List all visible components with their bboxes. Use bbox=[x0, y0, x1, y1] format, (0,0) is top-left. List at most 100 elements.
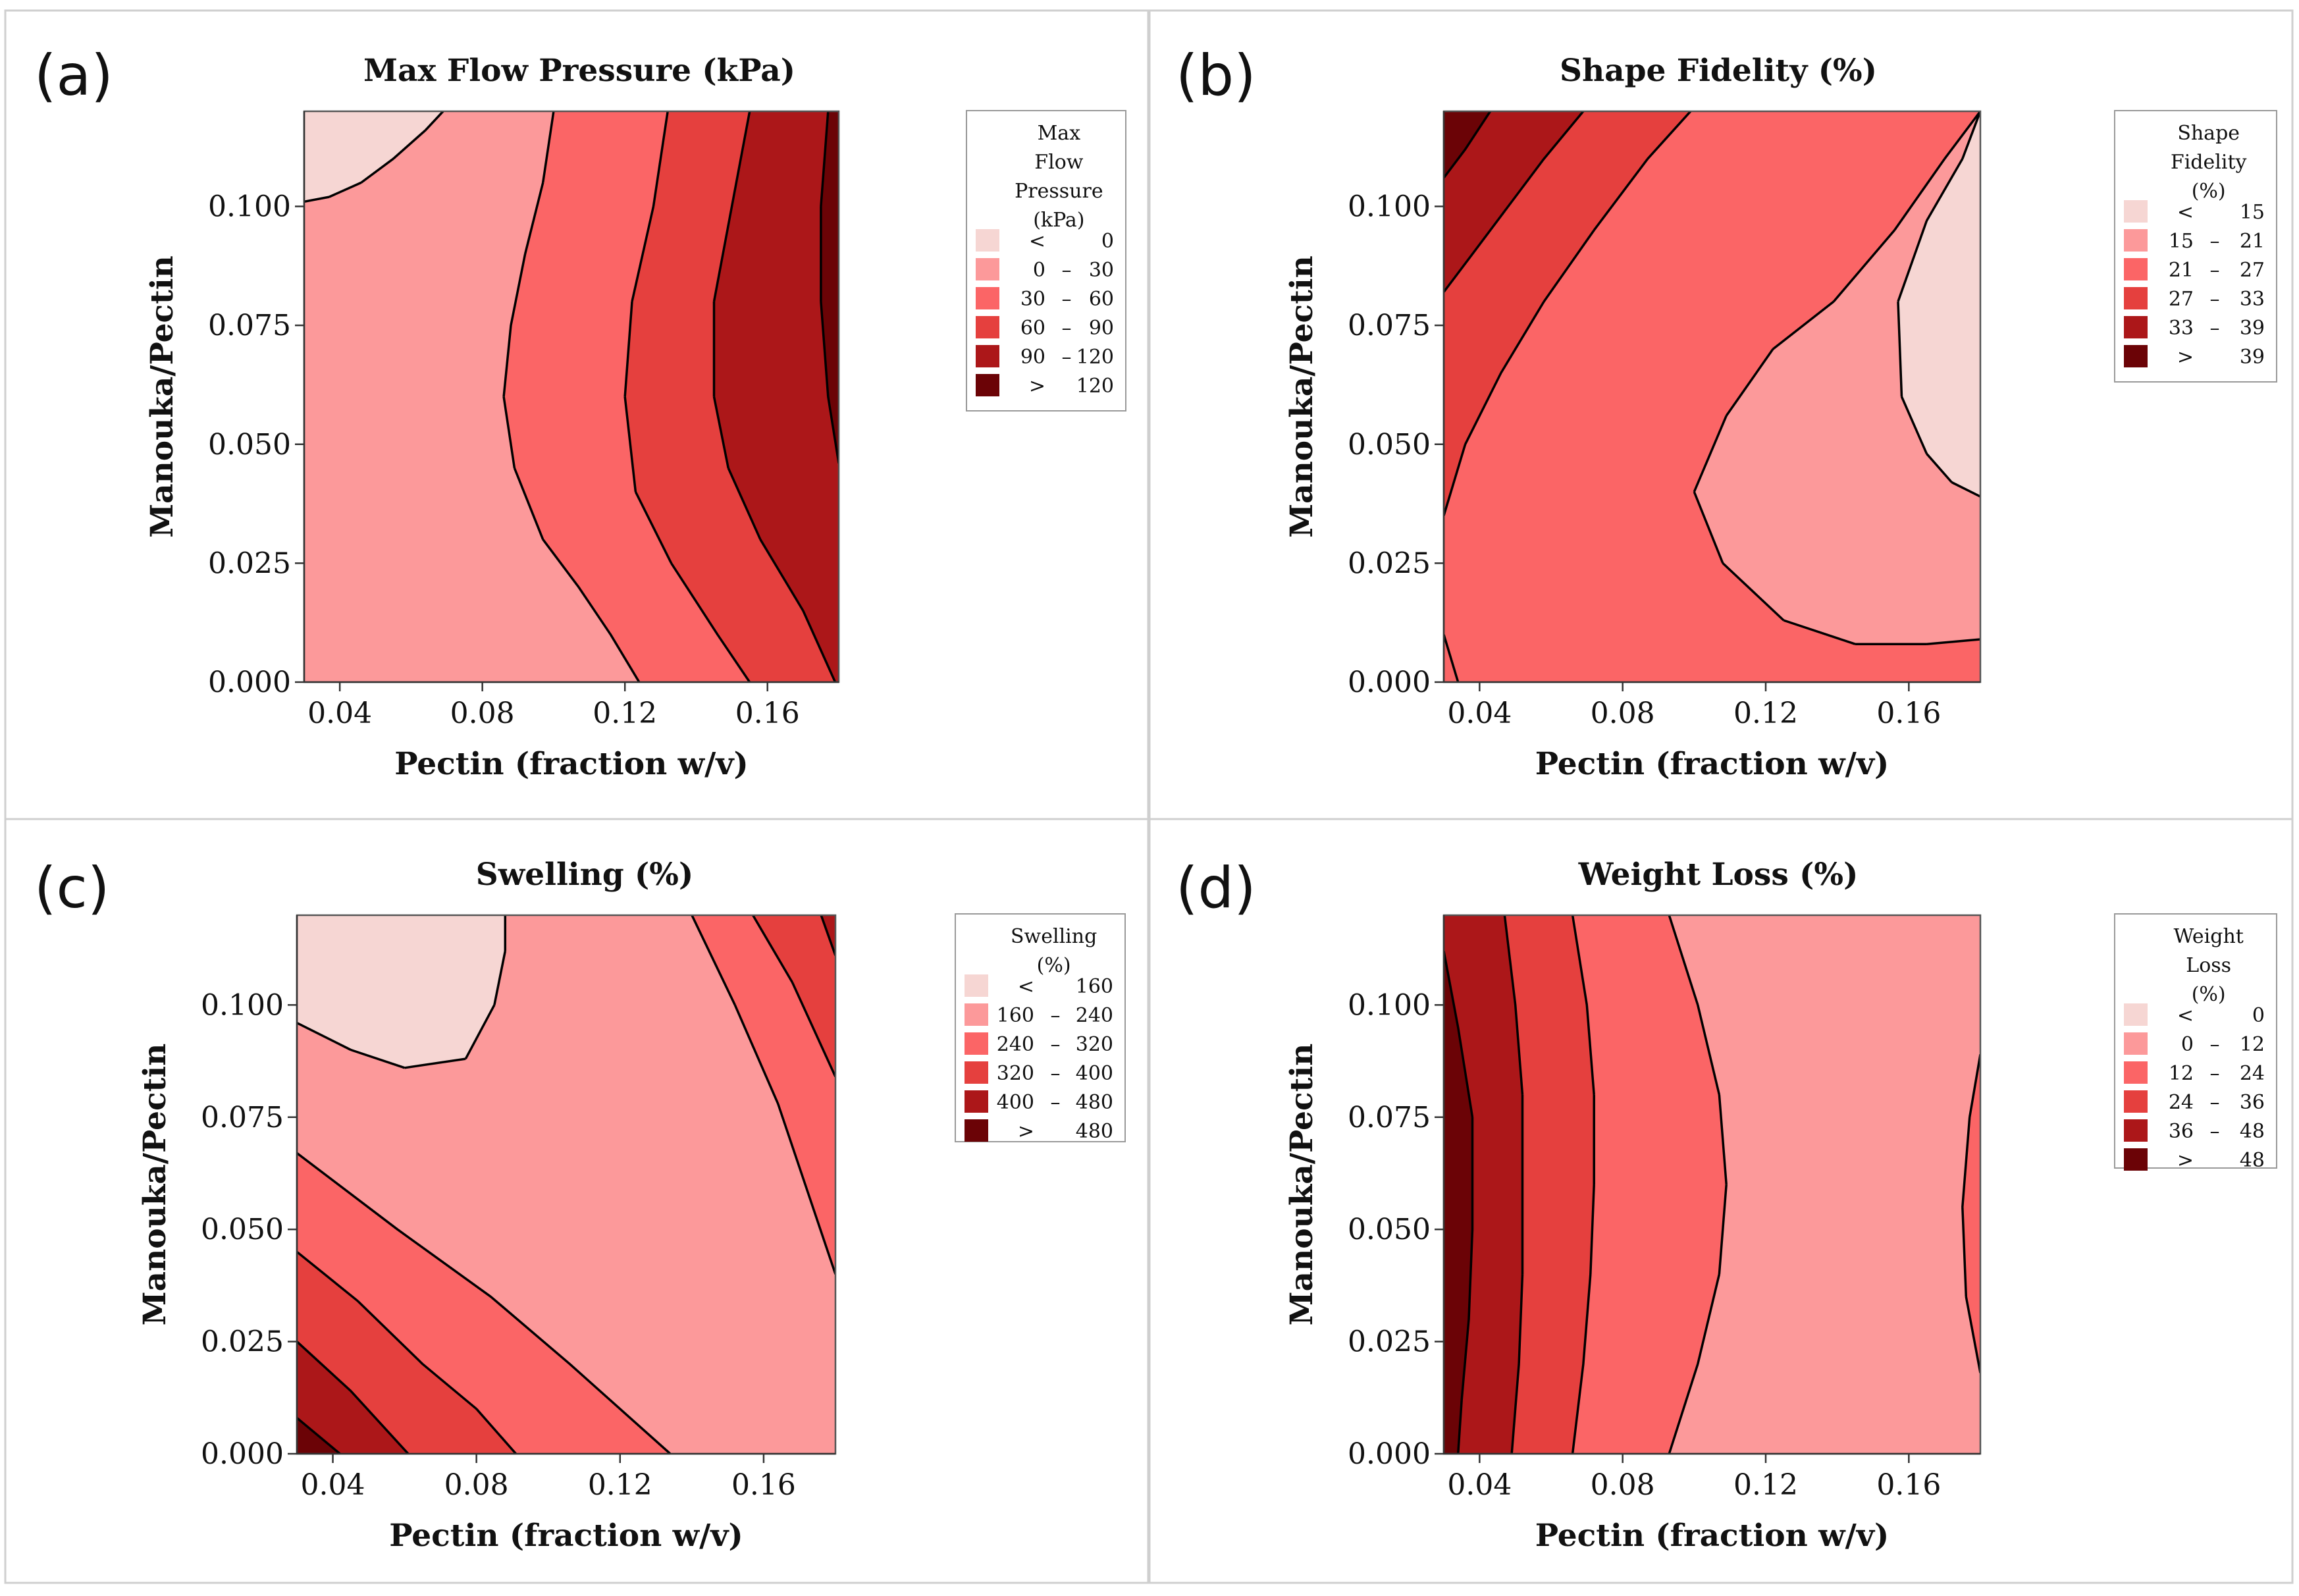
legend-swatch bbox=[965, 974, 988, 997]
contour-region-level-4 bbox=[753, 915, 835, 1077]
contour-line bbox=[1444, 951, 1474, 1454]
legend-range-high: 120 bbox=[1076, 346, 1114, 369]
legend-swatch bbox=[965, 1090, 988, 1113]
contour-line bbox=[1668, 915, 1728, 1454]
contour-line bbox=[1897, 111, 1980, 498]
legend-range-high: 480 bbox=[1076, 1120, 1113, 1143]
legend-range-high: 30 bbox=[1089, 259, 1114, 282]
y-tick-label: 0.050 bbox=[201, 1213, 284, 1246]
legend-range-high: 240 bbox=[1076, 1004, 1113, 1027]
contour-plot-area bbox=[304, 111, 839, 682]
legend-title: Weight bbox=[2174, 925, 2244, 948]
panel-d: (d) Weight Loss (%) 0.04 0.08 0.12 0.16 0.000 0… bbox=[1148, 818, 2294, 1584]
legend-title: (%) bbox=[2192, 180, 2226, 203]
contour-line bbox=[1444, 111, 1492, 179]
y-tick-label: 0.075 bbox=[201, 1101, 284, 1134]
panel-letter: (b) bbox=[1176, 43, 1256, 109]
legend-range-low: < bbox=[1018, 975, 1034, 998]
contour-region-level-1 bbox=[1898, 111, 1980, 497]
x-tick-label: 0.12 bbox=[593, 697, 657, 730]
legend-range-low: > bbox=[1018, 1120, 1034, 1143]
x-tick-label: 0.04 bbox=[301, 1468, 365, 1502]
legend-range-low: > bbox=[2177, 346, 2194, 369]
panel-a: (a) Max Flow Pressure (kPa) 0.04 0.08 0.12 0.… bbox=[4, 9, 1150, 820]
legend-range-high: 0 bbox=[2252, 1004, 2265, 1027]
legend-range-low: > bbox=[2177, 1149, 2194, 1172]
panel-c: (c) Swelling (%) 0.04 0.08 0.12 0.16 0.000 0.02… bbox=[4, 818, 1150, 1584]
x-tick-label: 0.16 bbox=[735, 697, 800, 730]
contour-line bbox=[1693, 111, 1980, 645]
legend-range-dash: – bbox=[1051, 1004, 1061, 1027]
legend-range-low: 30 bbox=[1020, 288, 1045, 311]
legend-range-dash: – bbox=[2210, 230, 2220, 253]
x-tick-label: 0.04 bbox=[307, 697, 372, 730]
contour-line bbox=[1444, 111, 1585, 293]
legend-range-dash: – bbox=[2210, 288, 2220, 311]
legend-range-high: 48 bbox=[2240, 1149, 2265, 1172]
contour-plot-area bbox=[1444, 915, 1980, 1454]
chart-title: Weight Loss (%) bbox=[1578, 857, 1859, 893]
legend-range-dash: – bbox=[1051, 1062, 1061, 1085]
legend-range-dash: – bbox=[1062, 346, 1072, 369]
contour-line bbox=[297, 1250, 517, 1454]
contour-region-level-5 bbox=[1444, 111, 1583, 292]
y-axis-label: Manouka/Pectin bbox=[137, 1044, 173, 1326]
legend-swatch bbox=[2124, 1003, 2148, 1026]
legend-range-low: 15 bbox=[2169, 230, 2194, 253]
legend-range-dash: – bbox=[1062, 317, 1072, 340]
y-tick-label: 0.100 bbox=[201, 988, 284, 1022]
legend-swatch bbox=[976, 258, 999, 280]
contour-region-level-5 bbox=[297, 1341, 409, 1454]
legend-range-low: 0 bbox=[2181, 1033, 2194, 1056]
legend-title: Shape bbox=[2177, 122, 2240, 145]
panel-border bbox=[4, 818, 1150, 1584]
legend-range-high: 48 bbox=[2240, 1120, 2265, 1143]
x-axis-label: Pectin (fraction w/v) bbox=[1535, 746, 1889, 782]
legend-range-low: 60 bbox=[1020, 317, 1045, 340]
legend-swatch bbox=[2124, 1119, 2148, 1142]
legend-range-high: 480 bbox=[1076, 1091, 1113, 1114]
legend-range-dash: – bbox=[1062, 259, 1072, 282]
y-axis-label: Manouka/Pectin bbox=[1284, 255, 1320, 538]
contour-line bbox=[752, 915, 835, 1078]
legend-swatch bbox=[976, 345, 999, 367]
y-axis-label: Manouka/Pectin bbox=[144, 255, 180, 538]
legend-range-low: 400 bbox=[997, 1091, 1034, 1114]
y-tick-label: 0.100 bbox=[1348, 190, 1431, 224]
x-tick-label: 0.04 bbox=[1447, 697, 1512, 730]
x-tick-label: 0.16 bbox=[731, 1468, 796, 1502]
panel-letter: (d) bbox=[1176, 855, 1256, 921]
x-tick-label: 0.04 bbox=[1447, 1468, 1512, 1502]
panel-border bbox=[1148, 818, 2294, 1584]
legend-title: Max bbox=[1038, 122, 1081, 145]
contour-line bbox=[623, 111, 751, 682]
contour-region-level-1 bbox=[304, 111, 444, 202]
contour-line bbox=[1444, 634, 1460, 682]
panels-group: (a) Max Flow Pressure (kPa) 0.04 0.08 0.12 0.… bbox=[4, 9, 2294, 1584]
contour-line bbox=[502, 111, 641, 682]
legend-range-high: 120 bbox=[1076, 375, 1114, 398]
legend-title: Swelling bbox=[1011, 925, 1097, 948]
legend-range-dash: – bbox=[2210, 1062, 2220, 1085]
x-axis-label: Pectin (fraction w/v) bbox=[389, 1518, 743, 1554]
legend-title: Fidelity bbox=[2171, 151, 2247, 174]
legend-range-low: 12 bbox=[2169, 1062, 2194, 1085]
contour-line bbox=[712, 111, 837, 682]
legend-range-high: 320 bbox=[1076, 1033, 1113, 1056]
contour-line bbox=[297, 1152, 672, 1454]
legend-swatch bbox=[965, 1032, 988, 1055]
legend-swatch bbox=[2124, 1061, 2148, 1084]
chart-title: Swelling (%) bbox=[476, 857, 693, 893]
contour-line bbox=[297, 915, 507, 1069]
legend-title: Loss bbox=[2186, 954, 2231, 977]
legend-range-high: 15 bbox=[2240, 201, 2265, 224]
legend-swatch bbox=[2124, 1032, 2148, 1055]
legend-range-high: 39 bbox=[2240, 317, 2265, 340]
x-tick-label: 0.12 bbox=[1733, 697, 1798, 730]
contour-region-level-2 bbox=[1694, 111, 1980, 645]
contour-plot-area bbox=[1444, 111, 1980, 682]
legend-range-high: 36 bbox=[2240, 1091, 2265, 1114]
legend-range-high: 21 bbox=[2240, 230, 2265, 253]
